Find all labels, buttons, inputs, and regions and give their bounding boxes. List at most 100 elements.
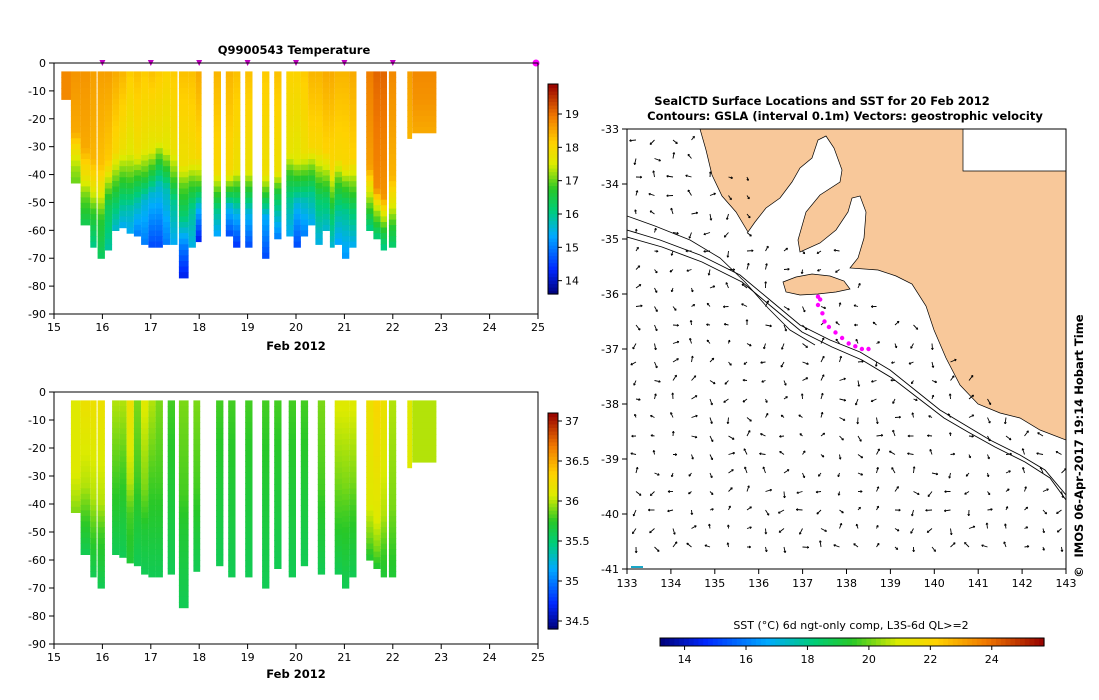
- profile-cell: [133, 505, 142, 512]
- profile-cell: [97, 109, 105, 116]
- velocity-vector: [820, 393, 824, 400]
- velocity-arrowhead: [896, 320, 900, 324]
- velocity-vector: [1056, 509, 1062, 514]
- profile-cell: [366, 71, 374, 78]
- profile-cell: [245, 543, 253, 550]
- velocity-arrowhead: [805, 345, 808, 348]
- profile-cell: [148, 483, 156, 490]
- profile-cell: [380, 166, 387, 173]
- profile-cell: [97, 236, 105, 243]
- velocity-arrowhead: [710, 439, 714, 443]
- profile-cell: [334, 439, 342, 446]
- profile-cell: [334, 194, 342, 201]
- profile-cell: [300, 549, 309, 556]
- velocity-arrowhead: [875, 421, 879, 425]
- profile-cell: [148, 505, 156, 512]
- profile-cell: [80, 180, 91, 187]
- profile-cell: [245, 142, 253, 149]
- colorbar-segment: [548, 108, 558, 113]
- profile-cell: [216, 488, 224, 495]
- y-tick-label: -60: [28, 224, 46, 237]
- profile-cell: [274, 82, 282, 89]
- profile-cell: [388, 131, 397, 138]
- profile-cell: [342, 577, 350, 584]
- profile-cell: [366, 202, 374, 209]
- profile-cell: [155, 175, 163, 182]
- temperature-title: Q9900543 Temperature: [218, 43, 371, 57]
- profile-cell: [178, 546, 189, 553]
- latitude-ticks: -33-34-35-36-37-38-39-40-41: [601, 123, 627, 576]
- colorbar-tick-label: 34.5: [565, 615, 590, 628]
- profile-cell: [216, 427, 224, 434]
- temperature-profiles: [61, 71, 437, 279]
- velocity-arrowhead: [897, 528, 900, 532]
- profile-cell: [388, 126, 397, 133]
- profile-cell: [334, 82, 342, 89]
- profile-cell: [342, 422, 350, 429]
- profile-cell: [412, 422, 437, 429]
- velocity-arrowhead: [670, 412, 673, 415]
- colorbar-segment: [548, 600, 558, 605]
- profile-cell: [380, 194, 387, 201]
- colorbar-segment: [548, 252, 558, 257]
- velocity-arrowhead: [731, 469, 734, 472]
- profile-cell: [342, 126, 350, 133]
- profile-cell: [315, 233, 323, 240]
- velocity-arrowhead: [636, 246, 639, 250]
- profile-cell: [155, 477, 163, 484]
- profile-cell: [300, 450, 309, 457]
- velocity-arrowhead: [841, 510, 844, 514]
- profile-cell: [155, 137, 163, 144]
- velocity-arrowhead: [630, 452, 633, 455]
- profile-cell: [80, 115, 91, 122]
- profile-cell: [188, 82, 196, 89]
- velocity-arrowhead: [1003, 541, 1006, 544]
- profile-cell: [349, 192, 357, 199]
- profile-cell: [112, 137, 120, 144]
- profile-cell: [373, 160, 381, 167]
- profile-cell: [80, 422, 91, 429]
- profile-cell: [380, 99, 387, 106]
- profile-cell: [407, 428, 413, 435]
- velocity-arrowhead: [637, 328, 641, 331]
- profile-cell: [334, 490, 342, 497]
- profile-cell: [388, 175, 397, 182]
- profile-cell: [342, 565, 350, 572]
- y-tick-label: 0: [39, 386, 46, 399]
- velocity-vector: [907, 452, 914, 455]
- profile-cell: [170, 199, 178, 206]
- profile-cell: [141, 227, 149, 234]
- profile-cell: [274, 406, 282, 413]
- profile-cell: [170, 210, 178, 217]
- profile-cell: [388, 510, 397, 517]
- profile-cell: [155, 488, 163, 495]
- profile-cell: [388, 115, 397, 122]
- velocity-arrowhead: [724, 382, 728, 385]
- colorbar-segment: [548, 438, 558, 443]
- velocity-vector: [820, 355, 825, 363]
- profile-cell: [300, 405, 309, 412]
- profile-cell: [126, 434, 134, 441]
- sst-colorbar-segment: [933, 638, 939, 646]
- profile-cell: [245, 175, 253, 182]
- profile-cell: [349, 104, 357, 111]
- colorbar-segment: [548, 470, 558, 475]
- profile-cell: [178, 155, 189, 162]
- profile-cell: [141, 205, 149, 212]
- velocity-arrowhead: [777, 511, 781, 514]
- profile-cell: [274, 506, 282, 513]
- profile-cell: [195, 104, 202, 111]
- profile-cell: [300, 181, 309, 188]
- velocity-vector: [672, 152, 675, 159]
- profile-cell: [133, 208, 142, 215]
- profile-cell: [188, 137, 196, 144]
- profile-cell: [148, 93, 156, 100]
- profile-cell: [170, 177, 178, 184]
- profile-cell: [233, 203, 241, 210]
- velocity-arrowhead: [943, 509, 947, 513]
- profile-cell: [80, 444, 91, 451]
- profile-cell: [170, 160, 178, 167]
- colorbar-segment: [548, 269, 558, 274]
- profile-cell: [80, 170, 91, 177]
- profile-cell: [80, 137, 91, 144]
